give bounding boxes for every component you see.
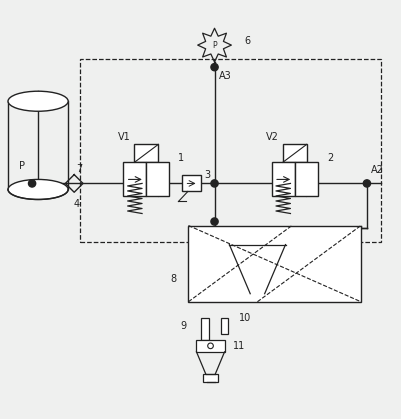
Text: P: P [19,161,25,171]
Bar [283,144,307,163]
Bar [272,163,295,197]
Bar [200,318,209,340]
Bar [188,225,361,302]
Text: 1: 1 [178,153,184,163]
Bar [124,163,146,197]
Ellipse shape [8,179,68,199]
Circle shape [211,218,218,225]
Text: 8: 8 [170,274,176,284]
Text: V1: V1 [117,132,130,142]
Circle shape [363,180,371,187]
Text: 3: 3 [205,171,211,181]
Bar [146,163,170,197]
Text: 11: 11 [233,341,245,351]
Text: 6: 6 [245,36,251,46]
Bar [203,374,218,382]
Bar [134,144,158,163]
Circle shape [28,180,36,187]
Text: P: P [212,41,217,49]
Circle shape [211,64,218,71]
Ellipse shape [8,91,68,111]
Text: V2: V2 [266,132,279,142]
Text: 7: 7 [76,164,83,174]
Bar [182,176,200,191]
Bar [80,59,381,242]
Text: 2: 2 [327,153,333,163]
Text: A2: A2 [371,166,384,176]
Text: 9: 9 [180,321,186,331]
Text: A1: A1 [192,235,205,246]
Text: A3: A3 [219,71,231,81]
Bar [295,163,318,197]
Circle shape [211,180,218,187]
Bar [196,340,225,352]
Text: 10: 10 [239,313,251,323]
Text: 4: 4 [73,199,79,209]
Bar [221,318,228,334]
